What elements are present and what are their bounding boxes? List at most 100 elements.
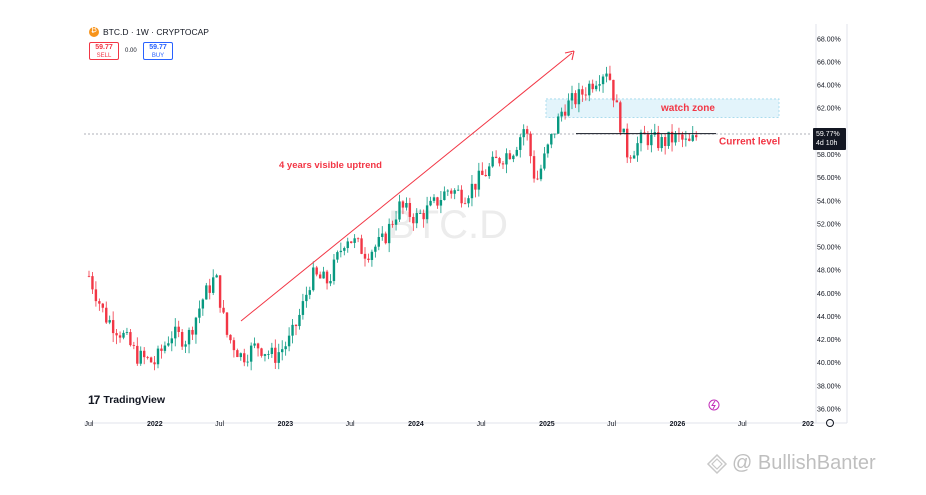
buy-button[interactable]: 59.77 BUY	[143, 42, 173, 60]
x-tick-label: Jul	[215, 421, 224, 428]
chart-watermark-text: BTC.D	[388, 203, 508, 247]
y-tick-label: 68.00%	[817, 36, 841, 43]
candle-body	[201, 299, 205, 309]
candle-body	[553, 133, 556, 135]
candle-body	[567, 100, 570, 116]
candle-body	[498, 158, 501, 164]
candle-body	[180, 332, 184, 347]
bullishbanter-watermark: @ BullishBanter	[706, 452, 876, 475]
candle-body	[187, 329, 191, 345]
candle-body	[508, 153, 512, 160]
candle-body	[443, 191, 446, 201]
candle-body	[167, 343, 170, 346]
candle-body	[139, 350, 142, 364]
candle-body	[87, 275, 91, 277]
symbol-title: BTC.D · 1W · CRYPTOCAP	[103, 27, 209, 37]
candle-body	[222, 307, 225, 313]
candle-body	[391, 223, 394, 225]
candle-body	[125, 332, 129, 333]
candle-body	[194, 317, 198, 335]
candle-body	[129, 332, 132, 346]
x-tick-label: Jul	[607, 421, 616, 428]
candle-body	[163, 345, 167, 351]
candle-body	[546, 144, 550, 154]
candle-body	[615, 100, 619, 103]
candle-body	[301, 301, 305, 315]
x-tick-label: Jul	[738, 421, 747, 428]
candle-body	[622, 128, 625, 133]
candle-body	[239, 353, 242, 358]
candle-body	[467, 198, 470, 204]
lightning-event-icon	[708, 399, 720, 411]
candle-body	[336, 252, 339, 260]
candle-body	[532, 156, 536, 179]
candle-body	[657, 132, 660, 149]
candle-body	[387, 223, 391, 244]
uptrend-arrowhead-icon	[564, 50, 575, 61]
uptrend-label: 4 years visible uptrend	[279, 160, 382, 171]
candle-body	[274, 347, 277, 363]
y-tick-label: 52.00%	[817, 221, 841, 228]
candle-body	[588, 83, 591, 96]
candle-body	[581, 89, 584, 95]
candle-body	[277, 352, 280, 363]
candle-body	[284, 346, 287, 350]
watch-zone-label: watch zone	[660, 103, 715, 114]
candle-body	[474, 183, 477, 190]
candle-body	[450, 190, 453, 194]
candle-body	[688, 138, 691, 141]
candle-body	[560, 111, 563, 117]
y-tick-label: 62.00%	[817, 106, 841, 113]
candle-body	[401, 201, 405, 208]
candle-body	[408, 202, 412, 217]
candle-body	[256, 343, 260, 349]
candle-body	[343, 248, 346, 251]
candle-body	[629, 157, 632, 159]
last-price-tag	[813, 127, 846, 150]
candle-body	[353, 238, 356, 243]
candle-body	[363, 253, 367, 259]
candle-body	[594, 85, 598, 90]
candle-body	[312, 267, 315, 291]
candle-body	[225, 312, 229, 335]
candle-body	[663, 137, 667, 146]
candle-body	[439, 200, 443, 206]
candle-body	[267, 354, 270, 355]
candle-body	[174, 326, 177, 339]
candle-body	[422, 213, 425, 220]
candle-body	[298, 314, 301, 327]
sell-button[interactable]: 59.77 SELL	[89, 42, 119, 60]
candle-body	[346, 241, 349, 249]
candle-body	[681, 134, 684, 140]
candle-body	[105, 307, 108, 323]
candle-body	[218, 275, 222, 308]
candle-body	[115, 333, 118, 336]
candle-body	[212, 277, 215, 293]
y-tick-label: 56.00%	[817, 175, 841, 182]
candle-body	[291, 324, 294, 336]
buy-label: BUY	[151, 53, 165, 59]
candle-body	[432, 197, 436, 201]
candle-body	[374, 246, 377, 252]
candle-body	[405, 202, 408, 208]
x-tick-label: 2022	[147, 421, 163, 428]
candle-body	[153, 362, 156, 365]
candle-body	[377, 237, 380, 247]
x-tick-label: 2025	[539, 421, 555, 428]
lightning-bolt-icon	[711, 400, 716, 410]
symbol-header[interactable]: BTC.D · 1W · CRYPTOCAP	[89, 25, 209, 37]
tradingview-logo[interactable]: 17 TradingView	[88, 393, 165, 407]
candle-body	[253, 343, 256, 346]
candle-body	[260, 348, 263, 356]
candle-body	[94, 289, 98, 302]
diamond-logo-icon	[706, 453, 728, 474]
candle-body	[243, 353, 246, 363]
candle-body	[270, 347, 274, 355]
candle-body	[481, 170, 484, 175]
candle-body	[249, 345, 253, 362]
x-tick-label: Jul	[477, 421, 486, 428]
candle-body	[670, 131, 674, 143]
y-tick-label: 58.00%	[817, 152, 841, 159]
candle-body	[460, 189, 463, 204]
